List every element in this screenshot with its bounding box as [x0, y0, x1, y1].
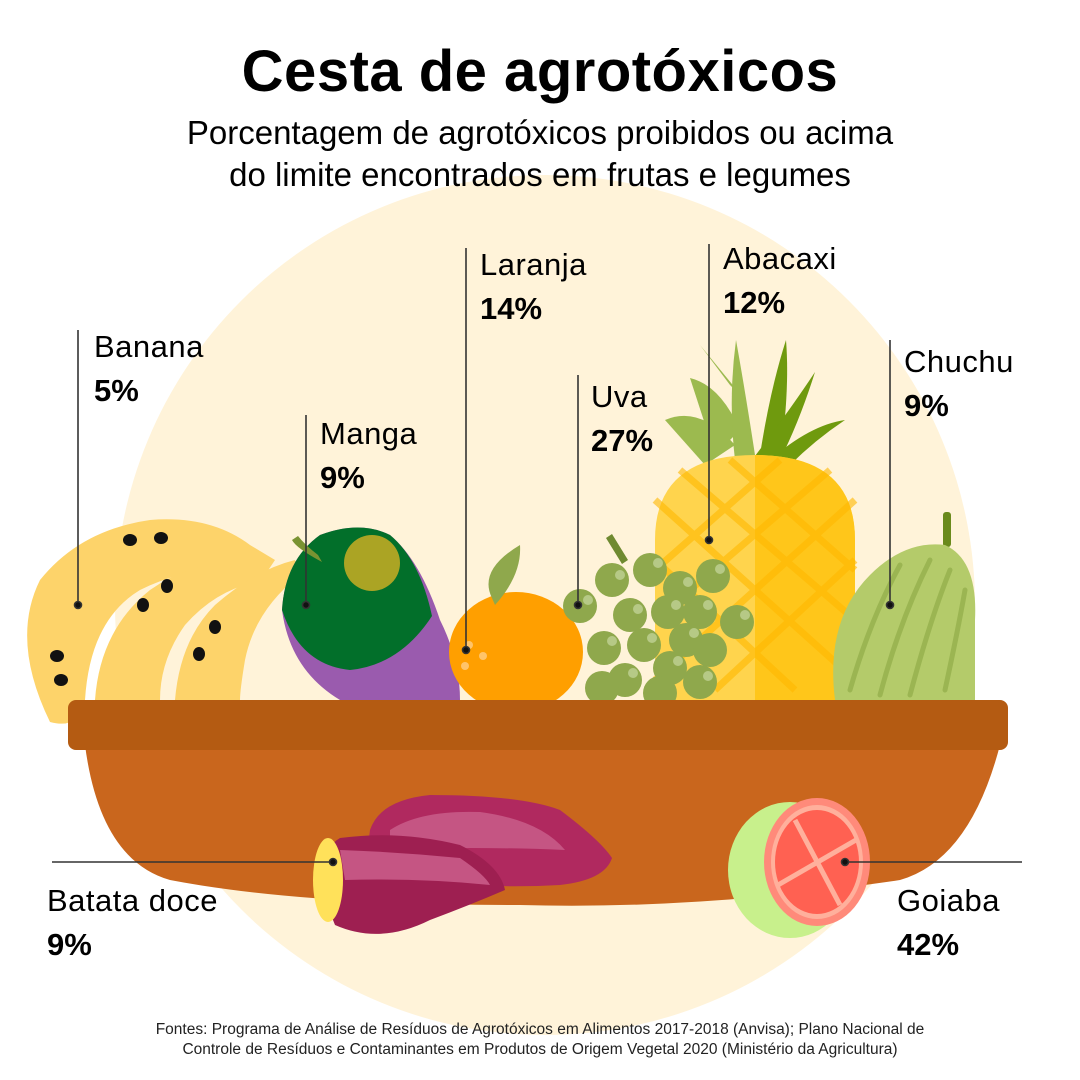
label-uva: Uva 27% — [591, 375, 653, 463]
banana-icon — [27, 519, 300, 724]
item-name: Manga — [320, 416, 418, 451]
item-percentage: 14% — [480, 291, 543, 326]
item-name: Banana — [94, 329, 204, 364]
item-percentage: 5% — [94, 373, 139, 408]
item-name: Laranja — [480, 247, 587, 282]
mango-icon — [282, 527, 460, 700]
label-manga: Manga 9% — [320, 412, 417, 500]
sources-line-1: Fontes: Programa de Análise de Resíduos … — [155, 1021, 925, 1038]
label-laranja: Laranja 14% — [480, 243, 587, 331]
item-name: Goiaba — [897, 883, 1000, 918]
item-percentage: 27% — [591, 423, 654, 458]
item-name: Abacaxi — [723, 241, 837, 276]
label-chuchu: Chuchu 9% — [904, 340, 1014, 428]
guava-icon — [728, 798, 870, 938]
leader-lines — [52, 244, 1022, 867]
grapes-icon — [563, 534, 754, 710]
label-batata-doce: Batata doce 9% — [47, 879, 218, 967]
subtitle-line-2: do limite encontrados em frutas e legume… — [229, 156, 851, 193]
orange-icon — [449, 545, 583, 712]
item-percentage: 9% — [320, 460, 365, 495]
sources-note: Fontes: Programa de Análise de Resíduos … — [0, 1020, 1080, 1060]
sources-line-2: Controle de Resíduos e Contaminantes em … — [182, 1041, 898, 1058]
label-banana: Banana 5% — [94, 325, 204, 413]
label-abacaxi: Abacaxi 12% — [723, 237, 837, 325]
item-name: Uva — [591, 379, 648, 414]
item-name: Batata doce — [47, 883, 218, 918]
subtitle-line-1: Porcentagem de agrotóxicos proibidos ou … — [186, 114, 894, 151]
item-name: Chuchu — [904, 344, 1014, 379]
item-percentage: 9% — [47, 927, 92, 962]
page-title: Cesta de agrotóxicos — [241, 39, 839, 104]
chayote-icon — [833, 512, 976, 700]
label-goiaba: Goiaba 42% — [897, 879, 1000, 967]
item-percentage: 12% — [723, 285, 786, 320]
subtitle: Porcentagem de agrotóxicos proibidos ou … — [0, 112, 1080, 196]
item-percentage: 9% — [904, 388, 949, 423]
item-percentage: 42% — [897, 927, 960, 962]
